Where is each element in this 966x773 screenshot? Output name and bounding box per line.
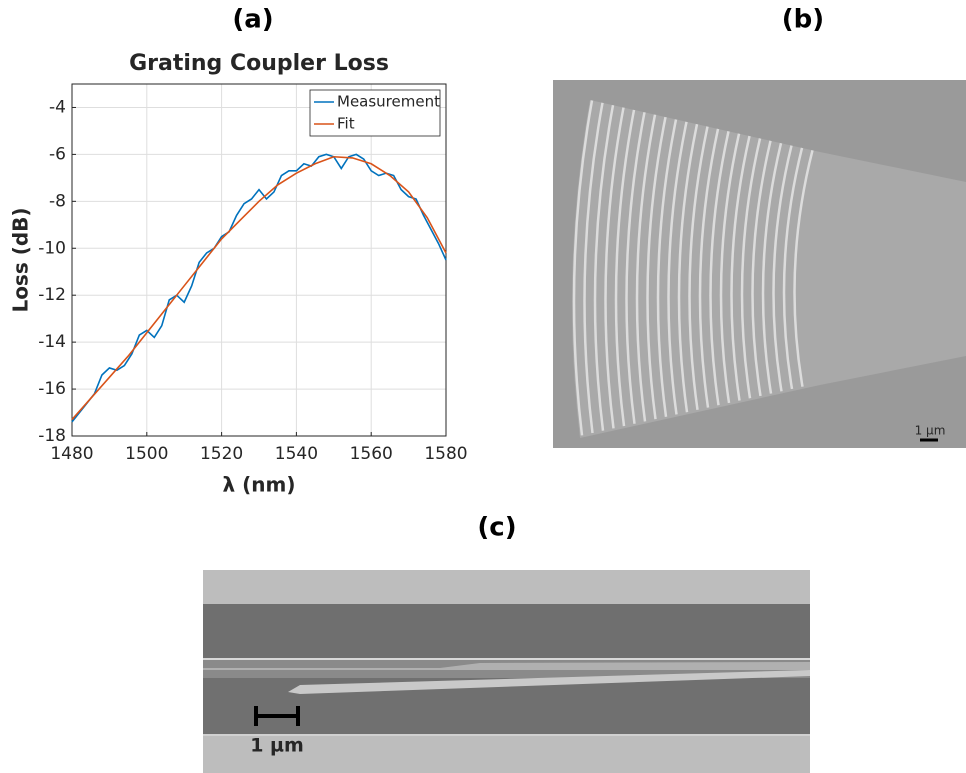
scale-bar-label: 1 µm xyxy=(915,424,946,438)
y-tick-label: -18 xyxy=(38,426,66,446)
x-tick-label: 1480 xyxy=(50,444,93,464)
legend-box xyxy=(309,89,441,137)
y-axis-label: Loss (dB) xyxy=(9,207,33,312)
legend-label: Fit xyxy=(337,115,355,133)
x-tick-label: 1580 xyxy=(424,444,467,464)
y-tick-label: -4 xyxy=(49,97,66,117)
y-tick-label: -8 xyxy=(49,191,66,211)
legend-label: Measurement xyxy=(337,93,440,111)
x-axis-label: λ (nm) xyxy=(223,473,296,497)
scale-bar-label: 1 µm xyxy=(250,735,304,757)
data-line xyxy=(71,153,447,423)
x-tick-label: 1560 xyxy=(350,444,393,464)
plot-area xyxy=(72,84,446,436)
y-tick-label: -6 xyxy=(49,144,66,164)
sem-image-grating: 1 µm xyxy=(553,80,966,448)
panel-label: (b) xyxy=(782,5,824,35)
panel-label: (a) xyxy=(232,5,273,35)
data-line xyxy=(71,155,447,421)
panel-label: (c) xyxy=(477,513,516,543)
chart-title: Grating Coupler Loss xyxy=(129,51,389,76)
x-tick-label: 1540 xyxy=(275,444,318,464)
y-tick-label: -14 xyxy=(38,332,66,352)
sem-image-taper: 1 µm xyxy=(203,570,810,773)
x-tick-label: 1500 xyxy=(125,444,168,464)
y-tick-label: -16 xyxy=(38,379,66,399)
y-tick-label: -10 xyxy=(38,238,66,258)
y-tick-label: -12 xyxy=(38,285,66,305)
x-tick-label: 1520 xyxy=(200,444,243,464)
